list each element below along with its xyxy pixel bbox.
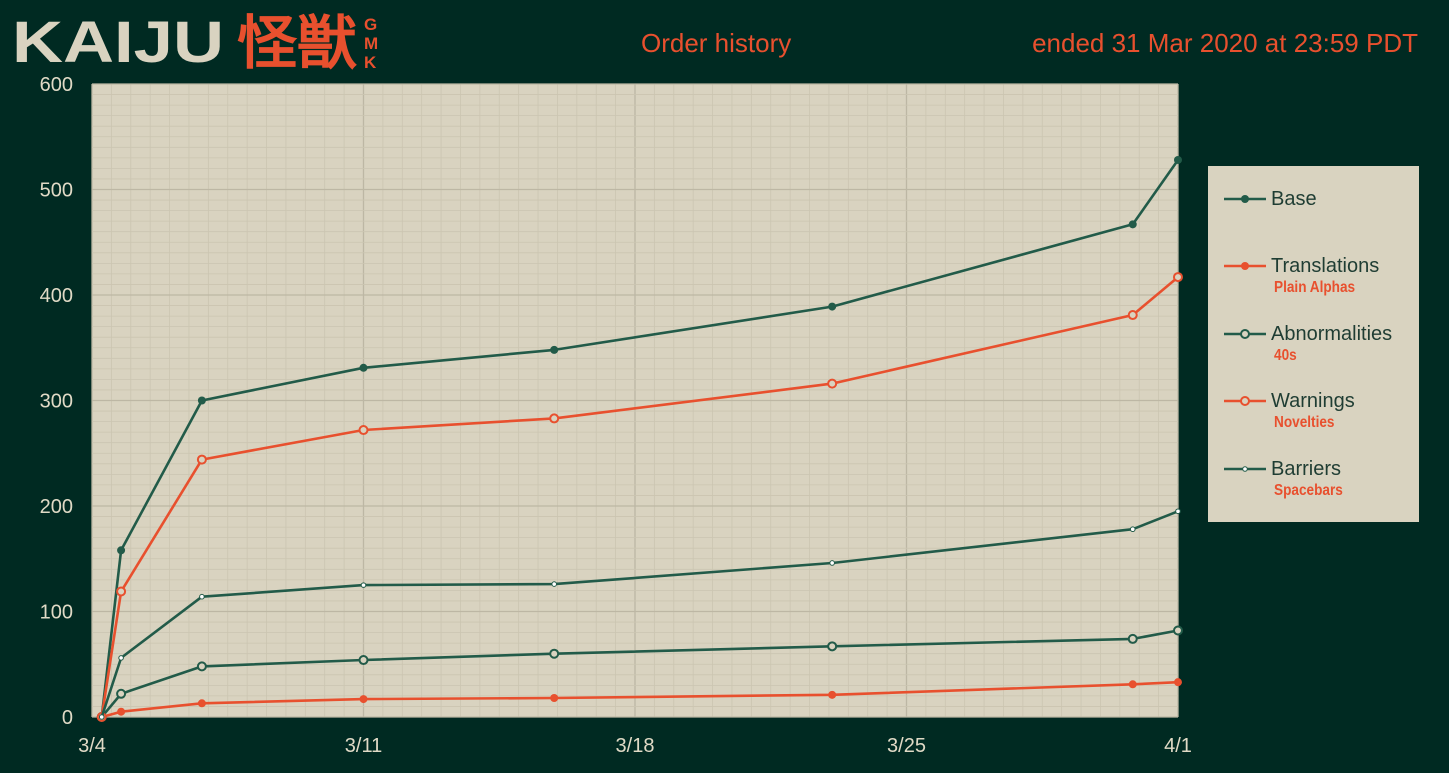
chart-title: Order history [641, 28, 792, 58]
x-tick-label: 4/1 [1164, 735, 1192, 757]
series-base [97, 155, 1182, 721]
y-axis-ticks: 0 100 200 300 400 500 600 [40, 74, 73, 729]
data-point [549, 413, 560, 424]
series-warnings [96, 272, 1183, 722]
legend-label: Translations [1271, 255, 1380, 277]
chart-subtitle: ended 31 Mar 2020 at 23:59 PDT [1032, 28, 1418, 58]
data-point [1173, 155, 1182, 164]
x-tick-label: 3/11 [345, 735, 382, 757]
x-tick-label: 3/18 [616, 735, 655, 757]
legend-marker [1240, 396, 1250, 406]
logo-wordmark: KAIJU [12, 10, 224, 72]
logo-side-letter: K [364, 53, 377, 72]
y-tick-label: 200 [40, 496, 73, 518]
data-point [827, 378, 838, 389]
legend: Base Translations Plain Alphas Abnormalitie… [1208, 166, 1419, 522]
data-point [1127, 633, 1138, 644]
series-line [100, 629, 1179, 718]
data-point [1172, 272, 1183, 283]
y-tick-label: 600 [40, 74, 73, 96]
legend-swatch [1224, 195, 1266, 203]
data-point [828, 690, 837, 699]
data-point [1173, 678, 1182, 687]
data-point [117, 546, 126, 555]
legend-swatch [1224, 329, 1266, 339]
x-tick-label: 3/4 [78, 735, 106, 757]
y-tick-label: 300 [40, 391, 73, 413]
data-point [1172, 625, 1183, 636]
data-point [1128, 680, 1137, 689]
legend-swatch [1224, 466, 1266, 472]
data-point [196, 454, 207, 465]
legend-marker [1241, 195, 1249, 203]
data-point [116, 586, 127, 597]
data-point [197, 396, 206, 405]
data-point [1175, 508, 1181, 515]
data-point [116, 688, 127, 699]
data-point [1129, 526, 1136, 533]
kaiju-gmk-logo: KAIJU 怪獣 GMK [12, 9, 378, 72]
grid [91, 83, 1179, 718]
legend-sublabel: Novelties [1274, 414, 1335, 431]
legend-marker [1242, 466, 1248, 472]
series-translations [97, 678, 1182, 721]
legend-marker [1240, 329, 1250, 339]
data-point [117, 707, 126, 716]
legend-sublabel: Plain Alphas [1274, 279, 1356, 296]
data-point [359, 363, 368, 372]
data-point [829, 560, 835, 566]
logo-kanji: 怪獣 [237, 9, 357, 72]
data-point [197, 699, 206, 708]
series-line [100, 159, 1180, 718]
series-lines [96, 155, 1183, 722]
legend-sublabel: Spacebars [1274, 482, 1343, 499]
data-point [551, 581, 557, 587]
y-tick-label: 400 [40, 285, 73, 307]
data-point [358, 425, 369, 436]
series-line [101, 680, 1179, 719]
data-point [827, 641, 838, 652]
legend-label: Warnings [1271, 390, 1355, 412]
legend-label: Base [1271, 188, 1317, 210]
series-line [100, 276, 1179, 718]
data-point [550, 345, 559, 354]
legend-swatch [1224, 396, 1266, 406]
x-axis-ticks: 3/4 3/11 3/18 3/25 4/1 [78, 735, 1192, 757]
legend-marker [1241, 262, 1249, 270]
x-tick-label: 3/25 [887, 735, 926, 757]
data-point [1127, 310, 1138, 321]
data-point [118, 655, 124, 661]
legend-label: Barriers [1271, 458, 1342, 480]
data-point [549, 648, 560, 659]
data-point [196, 661, 207, 672]
data-point [359, 695, 368, 704]
data-point [550, 694, 559, 703]
data-point [199, 593, 205, 600]
data-point [358, 655, 369, 666]
y-tick-label: 100 [40, 602, 73, 624]
legend-label: Abnormalities [1271, 323, 1393, 345]
data-point [1128, 220, 1137, 229]
y-tick-label: 0 [62, 707, 73, 729]
data-point [360, 582, 367, 588]
data-point [828, 302, 837, 311]
legend-sublabel: 40s [1274, 347, 1297, 364]
y-tick-label: 500 [40, 180, 73, 202]
logo-side-letters: GMK [364, 15, 378, 72]
legend-swatch [1224, 262, 1266, 270]
logo-side-letter: M [364, 34, 378, 53]
series-barriers [98, 508, 1181, 720]
series-line [100, 510, 1179, 718]
data-point [98, 714, 105, 720]
logo-side-letter: G [364, 15, 377, 34]
